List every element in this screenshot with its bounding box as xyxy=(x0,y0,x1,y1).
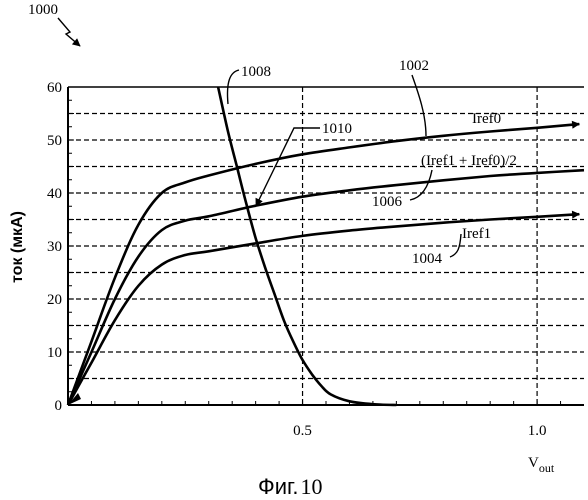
ref-1004: 1004 xyxy=(412,251,443,267)
y-tick-label: 60 xyxy=(47,80,62,96)
y-tick-label: 10 xyxy=(47,345,62,361)
y-tick-label: 40 xyxy=(47,186,62,202)
x-tick-label: 0.5 xyxy=(293,423,312,439)
y-tick-label: 0 xyxy=(55,398,63,414)
series-line-iref1 xyxy=(68,214,579,405)
y-tick-label: 50 xyxy=(47,133,62,149)
x-axis-label: Vout xyxy=(528,455,555,475)
y-axis-label: ток (мкА) xyxy=(9,211,26,283)
leader-1002 xyxy=(412,75,426,136)
series-line-mid xyxy=(68,170,584,405)
leader-1006 xyxy=(410,170,432,200)
figure-caption-text: Фиг. xyxy=(258,474,298,499)
ref-1006: 1006 xyxy=(372,194,403,210)
figure-ref-zigzag xyxy=(58,18,80,46)
series-label-iref1: Iref1 xyxy=(462,226,491,242)
x-tick-label: 1.0 xyxy=(528,423,547,439)
x-axis-label-main: V xyxy=(528,455,539,471)
figure-ref-label: 1000 xyxy=(28,2,58,18)
ref-1002: 1002 xyxy=(399,58,429,74)
y-tick-label: 30 xyxy=(47,239,62,255)
y-tick-label: 20 xyxy=(47,292,62,308)
ref-1008: 1008 xyxy=(241,64,271,80)
figure-caption-number: 10 xyxy=(300,474,322,499)
series-label-mid: (Iref1 + Iref0)/2 xyxy=(421,153,517,169)
x-axis-label-sub: out xyxy=(539,461,555,475)
ref-1010: 1010 xyxy=(322,121,352,137)
figure-caption: Фиг.10 xyxy=(258,474,322,499)
series-label-iref0: Iref0 xyxy=(472,111,501,127)
